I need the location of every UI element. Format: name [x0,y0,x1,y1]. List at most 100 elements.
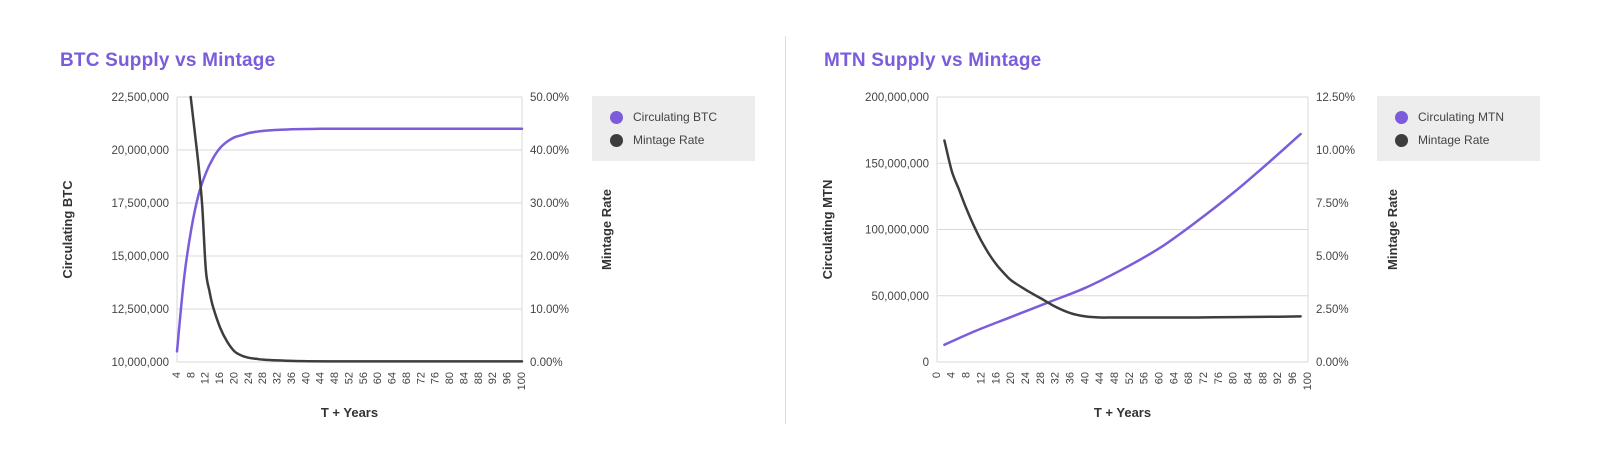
x-tick-label: 48 [1109,372,1121,384]
x-tick-label: 72 [1198,372,1210,384]
x-tick-label: 16 [990,372,1002,384]
x-tick-label: 52 [343,372,355,384]
x-tick-label: 44 [315,372,327,384]
btc-chart-panel: BTC Supply vs Mintage 10,000,000 12,500,0… [0,0,785,457]
x-tick-label: 76 [1213,372,1225,384]
y2-tick-label: 0.00% [1316,357,1349,369]
x-tick-label: 72 [415,372,427,384]
x-tick-label: 12 [975,372,987,384]
x-tick-label: 16 [214,372,226,384]
x-tick-label: 96 [502,372,514,384]
y2-tick-label: 0.00% [530,357,563,369]
x-tick-label: 60 [372,372,384,384]
x-tick-label: 100 [1302,372,1314,390]
x-tick-label: 80 [444,372,456,384]
y2-tick-label: 10.00% [530,304,569,316]
y2-tick-label: 30.00% [530,198,569,210]
y-tick-label: 10,000,000 [111,357,169,369]
x-tick-label: 56 [358,372,370,384]
legend-swatch-circulating [1395,110,1408,124]
y2-tick-label: 5.00% [1316,251,1349,263]
y2-tick-label: 10.00% [1316,145,1355,157]
y2-tick-label: 12.50% [1316,92,1355,104]
y-axis-title: Circulating MTN [820,180,835,280]
x-tick-label: 40 [1079,372,1091,384]
y-tick-label: 50,000,000 [871,291,929,303]
y-tick-label: 100,000,000 [865,225,929,237]
y-tick-label: 22,500,000 [111,92,169,104]
chart-title: BTC Supply vs Mintage [60,50,276,71]
y2-tick-label: 7.50% [1316,198,1349,210]
y2-tick-label: 50.00% [530,92,569,104]
legend-item-circulating-mtn: Circulating MTN [1395,109,1504,125]
x-tick-label: 84 [458,372,470,384]
x-tick-label: 4 [171,372,183,378]
y-tick-label: 20,000,000 [111,145,169,157]
x-tick-label: 4 [946,372,958,378]
y-tick-label: 12,500,000 [111,304,169,316]
series-line-mintage-rate [943,139,1302,319]
legend-label: Mintage Rate [1418,133,1490,147]
mtn-plot: 0 50,000,000 100,000,000 150,000,000 200,000… [820,92,1400,420]
x-tick-label: 80 [1228,372,1240,384]
y2-tick-label: 40.00% [530,145,569,157]
x-tick-label: 92 [1272,372,1284,384]
x-tick-label: 96 [1287,372,1299,384]
x-tick-label: 36 [286,372,298,384]
y2-axis-title: Mintage Rate [1385,189,1400,270]
x-tick-label: 32 [272,372,284,384]
legend-label: Mintage Rate [633,133,705,147]
y-axis-title: Circulating BTC [60,180,75,279]
y-tick-label: 15,000,000 [111,251,169,263]
legend: Circulating BTC Mintage Rate [592,96,755,161]
legend-label: Circulating MTN [1418,110,1505,124]
x-tick-label: 32 [1050,372,1062,384]
x-tick-label: 68 [401,372,413,384]
x-tick-label: 64 [1168,372,1180,384]
x-tick-label: 88 [473,372,485,384]
x-tick-label: 56 [1139,372,1151,384]
x-tick-label: 0 [931,372,943,378]
series-line-circulating-mtn [943,132,1302,347]
x-tick-label: 24 [243,372,255,384]
legend-swatch-circulating [610,110,623,124]
legend-swatch-mintage [610,133,623,147]
series-line-circulating-btc [175,127,524,353]
legend-item-mintage-rate: Mintage Rate [610,132,704,148]
x-tick-label: 52 [1124,372,1136,384]
x-tick-label: 8 [961,372,973,378]
legend: Circulating MTN Mintage Rate [1377,96,1540,161]
y2-tick-label: 2.50% [1316,304,1349,316]
x-tick-label: 68 [1183,372,1195,384]
chart-title: MTN Supply vs Mintage [824,50,1042,71]
x-tick-label: 12 [200,372,212,384]
x-tick-label: 8 [185,372,197,378]
panel-divider [785,36,786,424]
x-tick-label: 20 [1005,372,1017,384]
x-tick-label: 28 [257,372,269,384]
x-tick-label: 100 [516,372,528,390]
series-line-mintage-rate [189,95,524,363]
x-tick-label: 76 [430,372,442,384]
btc-plot: 10,000,000 12,500,000 15,000,000 17,500,000… [60,92,614,420]
legend-item-circulating-btc: Circulating BTC [610,109,717,125]
x-tick-label: 40 [300,372,312,384]
x-tick-label: 20 [228,372,240,384]
x-tick-label: 92 [487,372,499,384]
x-tick-label: 24 [1020,372,1032,384]
x-tick-label: 36 [1064,372,1076,384]
y-tick-label: 17,500,000 [111,198,169,210]
y2-tick-label: 20.00% [530,251,569,263]
x-tick-label: 28 [1035,372,1047,384]
legend-swatch-mintage [1395,133,1408,147]
legend-item-mintage-rate: Mintage Rate [1395,132,1489,148]
mtn-chart-panel: MTN Supply vs Mintage 0 50,000,000 100,000… [786,0,1600,457]
x-tick-label: 44 [1094,372,1106,384]
y-tick-label: 200,000,000 [865,92,929,104]
x-tick-label: 60 [1154,372,1166,384]
x-tick-label: 84 [1243,372,1255,384]
y2-axis-title: Mintage Rate [599,189,614,270]
x-tick-label: 88 [1257,372,1269,384]
y-tick-label: 0 [923,357,929,369]
legend-label: Circulating BTC [633,110,718,124]
